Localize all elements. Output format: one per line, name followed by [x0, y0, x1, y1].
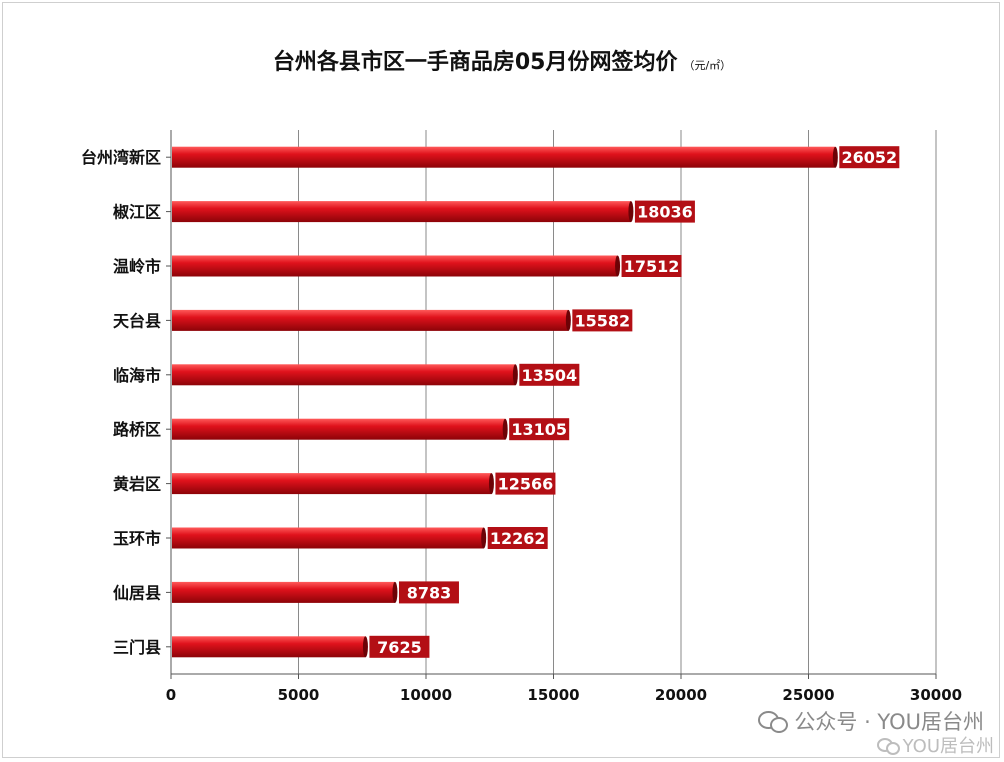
bar — [172, 527, 484, 549]
watermark-weibo: YOU居台州 — [876, 732, 994, 758]
data-label: 13105 — [511, 420, 567, 439]
data-label: 18036 — [637, 203, 693, 222]
x-tick-label: 20000 — [655, 686, 707, 704]
category-label: 玉环市 — [113, 529, 161, 548]
category-label: 路桥区 — [113, 420, 161, 439]
data-label: 12566 — [498, 475, 554, 494]
data-label-bg — [621, 255, 682, 277]
bar-end-cap — [628, 201, 634, 223]
bar-end-cap — [481, 527, 487, 549]
data-label: 17512 — [624, 257, 680, 276]
data-label: 13504 — [522, 366, 578, 385]
chart-title: 台州各县市区一手商品房05月份网签均价 — [272, 50, 678, 75]
data-label-bg — [369, 635, 430, 658]
data-label: 15582 — [575, 311, 631, 330]
data-label: 8783 — [407, 583, 452, 602]
bar — [172, 255, 618, 277]
x-tick-label: 30000 — [910, 686, 962, 704]
watermark-text-2: YOU居台州 — [902, 736, 994, 757]
bar — [172, 473, 492, 495]
bar — [172, 636, 366, 658]
x-tick-label: 25000 — [782, 686, 834, 704]
data-label-bg — [634, 200, 695, 223]
data-label: 12262 — [490, 529, 546, 548]
category-label: 黄岩区 — [113, 475, 161, 494]
bar-end-cap — [488, 473, 494, 495]
chart-unit: （元/㎡） — [683, 59, 732, 72]
x-tick-label: 0 — [166, 686, 176, 704]
bar — [172, 364, 516, 386]
category-label: 椒江区 — [113, 203, 161, 222]
bar — [172, 201, 631, 223]
watermark-wechat: 公众号 · YOU居台州 — [758, 706, 984, 736]
category-label: 仙居县 — [113, 583, 161, 602]
category-label: 天台县 — [113, 311, 161, 330]
bar — [172, 309, 569, 331]
data-label-bg — [572, 309, 633, 332]
category-label: 临海市 — [113, 366, 161, 385]
bar-end-cap — [362, 636, 368, 658]
x-tick-label: 15000 — [527, 686, 579, 704]
x-tick-label: 5000 — [278, 686, 320, 704]
data-label: 7625 — [377, 638, 422, 657]
data-label-bg — [519, 363, 580, 386]
bar-end-cap — [392, 581, 398, 603]
data-label-bg — [839, 146, 900, 169]
category-label: 三门县 — [113, 638, 161, 657]
data-label-bg — [509, 418, 570, 441]
chart-title-wrap: 台州各县市区一手商品房05月份网签均价 （元/㎡） — [0, 44, 1004, 76]
data-label-bg — [495, 472, 556, 495]
bar — [172, 146, 836, 168]
watermark-text: 公众号 · YOU居台州 — [794, 710, 984, 734]
wechat-icon — [758, 709, 789, 733]
data-labels: 26052 18036 17512 15582 13504 13105 12566 12262… — [369, 146, 900, 658]
data-label-bg — [487, 527, 548, 549]
category-label: 温岭市 — [112, 257, 161, 276]
category-label: 台州湾新区 — [81, 148, 161, 167]
data-label-bg — [398, 581, 459, 604]
weibo-icon — [876, 736, 900, 755]
bar-end-cap — [832, 146, 838, 168]
bar-end-cap — [565, 309, 571, 331]
x-tick-label: 10000 — [400, 686, 452, 704]
bars — [172, 146, 838, 658]
bar-end-cap — [512, 364, 518, 386]
x-tick-labels: 0 5000 10000 15000 20000 25000 30000 — [166, 686, 962, 704]
bar-end-cap — [615, 255, 621, 277]
data-label: 26052 — [841, 148, 897, 167]
bar — [172, 418, 506, 440]
bar — [172, 581, 395, 603]
bar-end-cap — [502, 418, 508, 440]
